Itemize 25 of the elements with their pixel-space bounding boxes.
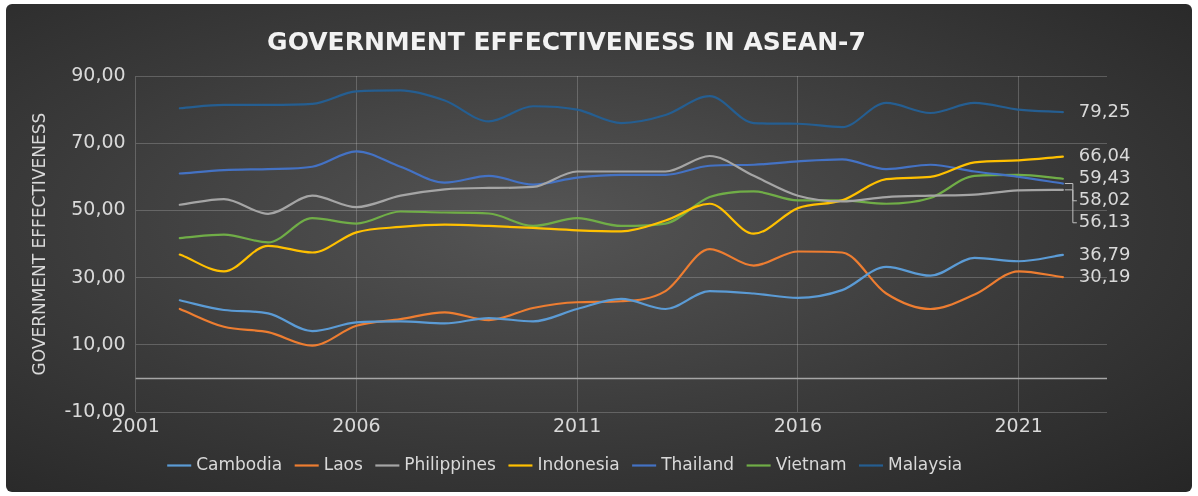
y-axis-title: GOVERNMENT EFFECTIVENESS: [28, 112, 49, 376]
y-tick-label: 90,00: [71, 62, 126, 85]
x-tick-label: 2021: [994, 413, 1043, 436]
y-tick-label: 50,00: [71, 197, 126, 220]
data-label: 30,19: [1078, 264, 1131, 286]
legend-label: Philippines: [404, 453, 497, 474]
data-label: 79,25: [1078, 99, 1131, 121]
x-tick-label: 2016: [773, 413, 823, 436]
x-tick-label: 2006: [332, 413, 381, 436]
legend-label: Cambodia: [196, 453, 283, 474]
legend-label: Indonesia: [537, 453, 620, 474]
data-label: 58,02: [1078, 188, 1131, 210]
data-label: 36,79: [1078, 242, 1131, 264]
legend-label: Vietnam: [775, 453, 847, 474]
y-tick-label: 30,00: [71, 264, 126, 287]
legend-label: Malaysia: [888, 453, 963, 474]
legend-label: Thailand: [660, 453, 735, 474]
legend-label: Laos: [323, 453, 363, 474]
data-label: 59,43: [1078, 166, 1131, 188]
x-tick-label: 2011: [552, 413, 602, 436]
y-tick-label: 70,00: [71, 130, 126, 153]
data-label: 56,13: [1078, 210, 1131, 232]
chart-title: GOVERNMENT EFFECTIVENESS IN ASEAN-7: [267, 26, 866, 56]
y-tick-label: 10,00: [71, 331, 126, 354]
data-label: 66,04: [1078, 144, 1131, 166]
